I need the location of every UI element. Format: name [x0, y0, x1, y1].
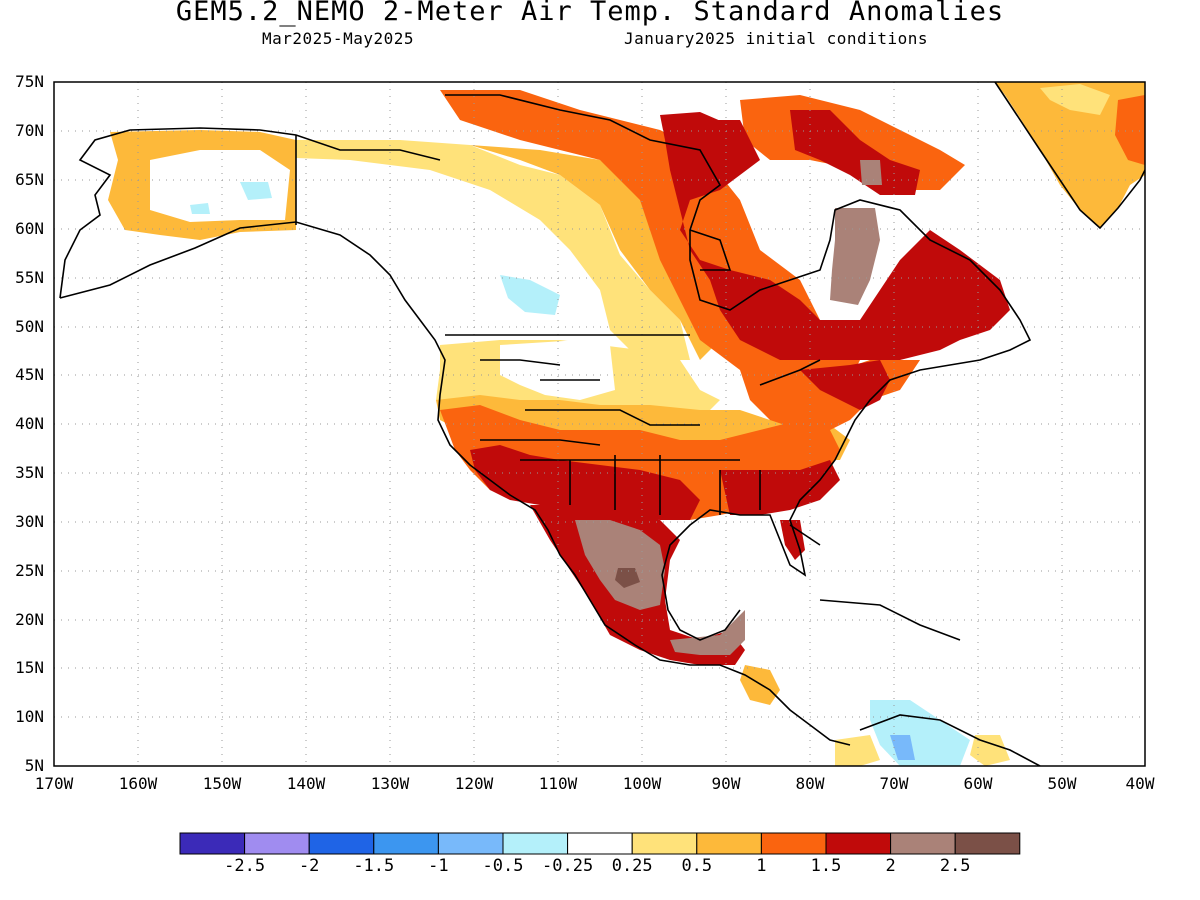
south-america-cool-area	[870, 700, 970, 766]
coastlines	[59, 82, 1145, 766]
lon-tick-label: 150W	[202, 774, 242, 793]
colorbar-swatch	[954, 832, 1021, 855]
lon-tick-label: 50W	[1047, 774, 1077, 793]
south-america-light-area	[835, 735, 880, 766]
lon-tick-label: 100W	[622, 774, 662, 793]
south-america-light-area-2	[970, 735, 1010, 766]
greenland-light-area	[1040, 84, 1110, 115]
lon-tick-label: 40W	[1125, 774, 1155, 793]
colorbar-label: 0.5	[681, 856, 713, 876]
lon-tick-label: 140W	[286, 774, 326, 793]
mexico-extreme-area	[575, 520, 665, 610]
lat-tick-label: 35N	[15, 463, 44, 482]
colorbar-swatch	[373, 832, 439, 855]
lat-tick-label: 65N	[15, 170, 44, 189]
lat-tick-label: 70N	[15, 121, 44, 140]
colorbar-label: -0.5	[482, 856, 524, 876]
lat-tick-label: 25N	[15, 561, 44, 580]
colorbar-swatch	[244, 832, 310, 855]
colorbar	[179, 832, 1021, 855]
colorbar-label: -1.5	[353, 856, 395, 876]
colorbar-swatch	[696, 832, 762, 855]
lat-tick-label: 5N	[24, 756, 44, 775]
southwest-hot-area	[470, 445, 700, 520]
lat-tick-label: 55N	[15, 268, 44, 287]
colorbar-label: 2	[885, 856, 896, 876]
greenland-warm-area	[1115, 95, 1145, 165]
south-america-cool-area-2	[890, 735, 915, 760]
lat-tick-label: 40N	[15, 414, 44, 433]
lon-tick-label: 80W	[795, 774, 825, 793]
anomaly-fields	[108, 82, 1145, 766]
quebec-hot-area	[670, 120, 1010, 360]
mexico-peak-area	[615, 568, 640, 588]
map-title: GEM5.2_NEMO 2-Meter Air Temp. Standard A…	[175, 0, 1005, 27]
colorbar-swatch	[567, 832, 633, 855]
lon-tick-label: 110W	[538, 774, 578, 793]
initial-conditions: January2025 initial conditions	[624, 29, 928, 48]
alaska-cool-area	[240, 182, 272, 200]
canada-cool-area	[500, 275, 560, 315]
baffin-hot-area	[790, 110, 920, 195]
greenland-anomaly-area	[995, 82, 1145, 228]
baffin-extreme-spot	[860, 160, 882, 185]
colorbar-swatch	[308, 832, 375, 855]
colorbar-swatch	[437, 832, 504, 855]
central-america-light-area	[740, 665, 780, 705]
colorbar-label: 0.25	[611, 856, 653, 876]
colorbar-swatch	[179, 832, 246, 855]
colorbar-label: -1	[428, 856, 449, 876]
colorbar-swatch	[760, 832, 827, 855]
colorbar-label: -2	[298, 856, 320, 876]
alaska-cool-area-2	[190, 203, 210, 214]
lat-tick-label: 30N	[15, 512, 44, 531]
colorbar-swatch	[890, 832, 956, 855]
colorbar-swatch	[502, 832, 569, 855]
northeast-hot-area	[800, 360, 890, 410]
lon-tick-label: 160W	[118, 774, 158, 793]
lat-tick-label: 20N	[15, 610, 44, 629]
lat-tick-label: 50N	[15, 317, 44, 336]
southeast-hot-area	[720, 460, 840, 515]
lat-tick-label: 60N	[15, 219, 44, 238]
plot-frame	[53, 81, 1146, 767]
colorbar-swatch	[631, 832, 698, 855]
lon-tick-label: 130W	[370, 774, 410, 793]
lon-tick-label: 60W	[963, 774, 993, 793]
arctic-hot-area	[660, 112, 740, 195]
forecast-period: Mar2025-May2025	[262, 29, 414, 48]
colorbar-label: 2.5	[939, 856, 971, 876]
colorbar-label: 1	[756, 856, 767, 876]
lon-tick-label: 90W	[711, 774, 741, 793]
lon-tick-label: 70W	[879, 774, 909, 793]
north-canada-light-band	[296, 140, 690, 360]
colorbar-label: -2.5	[224, 856, 266, 876]
lon-tick-label: 170W	[34, 774, 74, 793]
colorbar-swatch	[825, 832, 892, 855]
lat-tick-label: 75N	[15, 72, 44, 91]
yucatan-extreme-area	[670, 610, 745, 655]
lat-tick-label: 10N	[15, 707, 44, 726]
lat-tick-label: 45N	[15, 365, 44, 384]
colorbar-label: -0.25	[542, 856, 594, 876]
alaska-white-area	[150, 150, 290, 222]
colorbar-label: 1.5	[810, 856, 842, 876]
lat-tick-label: 15N	[15, 658, 44, 677]
lon-tick-label: 120W	[454, 774, 494, 793]
labrador-extreme-area	[830, 208, 880, 305]
